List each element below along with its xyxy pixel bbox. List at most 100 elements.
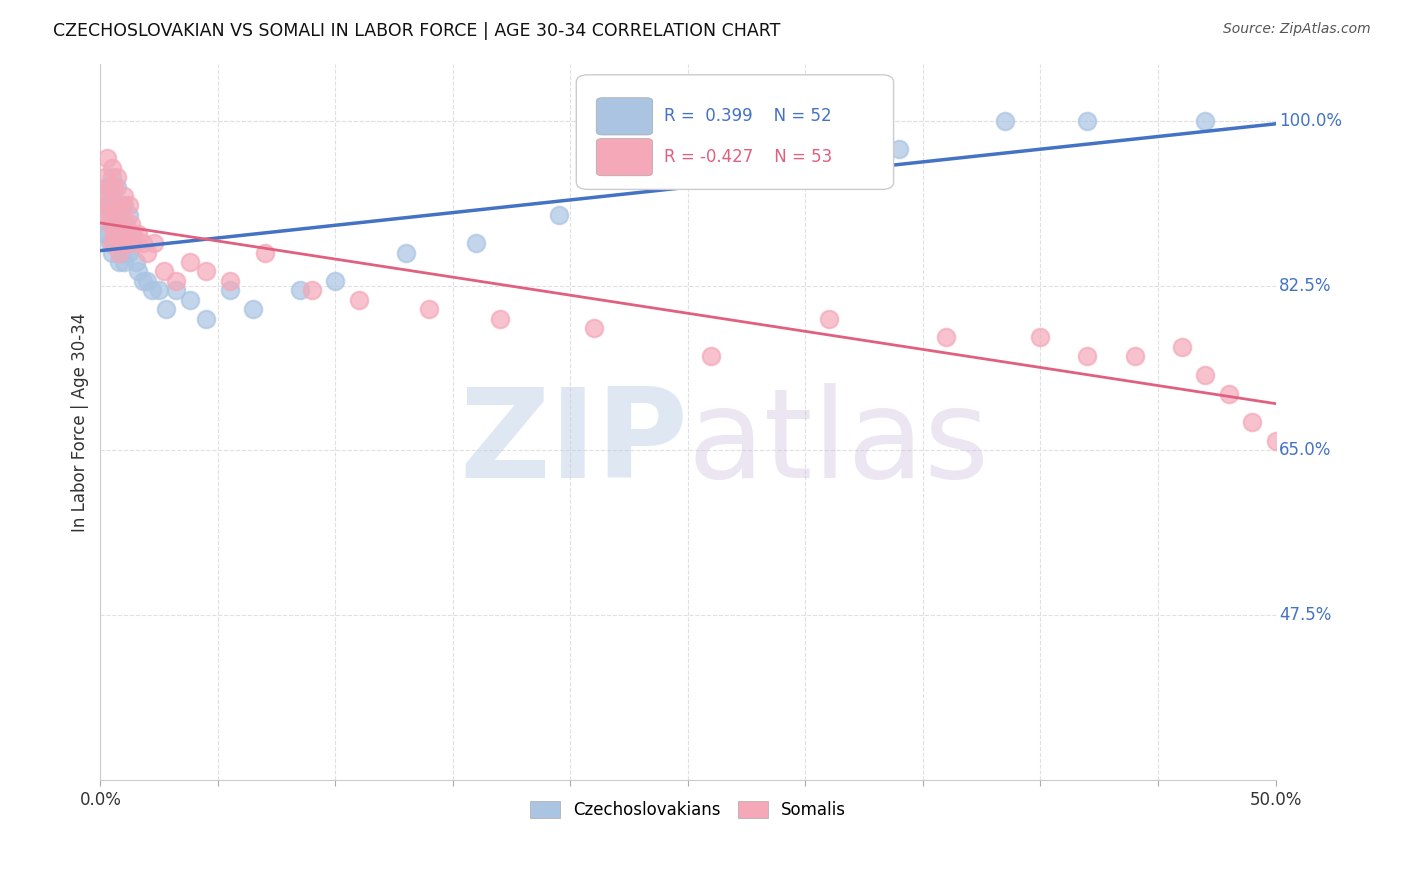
Point	[103, 236, 125, 251]
Text: Source: ZipAtlas.com: Source: ZipAtlas.com	[1223, 22, 1371, 37]
Point	[105, 236, 128, 251]
Point	[117, 245, 139, 260]
Point	[547, 208, 569, 222]
Point	[582, 321, 605, 335]
Point	[124, 236, 146, 251]
Point	[112, 255, 135, 269]
Point	[105, 170, 128, 185]
Text: ZIP: ZIP	[460, 384, 688, 504]
Point	[165, 283, 187, 297]
Point	[96, 227, 118, 241]
Point	[1170, 340, 1192, 354]
Point	[94, 227, 117, 241]
Point	[818, 311, 841, 326]
Point	[325, 274, 347, 288]
Point	[1076, 113, 1098, 128]
Point	[136, 274, 159, 288]
Text: CZECHOSLOVAKIAN VS SOMALI IN LABOR FORCE | AGE 30-34 CORRELATION CHART: CZECHOSLOVAKIAN VS SOMALI IN LABOR FORCE…	[53, 22, 780, 40]
Point	[101, 236, 124, 251]
Text: R =  0.399    N = 52: R = 0.399 N = 52	[665, 107, 832, 126]
FancyBboxPatch shape	[596, 138, 652, 176]
Point	[101, 208, 124, 222]
Point	[1240, 415, 1263, 429]
Point	[96, 179, 118, 194]
Point	[98, 179, 121, 194]
Point	[105, 198, 128, 212]
Point	[395, 245, 418, 260]
Point	[115, 217, 138, 231]
Text: 65.0%: 65.0%	[1279, 442, 1331, 459]
Point	[418, 302, 440, 317]
Point	[155, 302, 177, 317]
Point	[103, 179, 125, 194]
Point	[110, 198, 132, 212]
Point	[108, 255, 131, 269]
Point	[489, 311, 512, 326]
Point	[288, 283, 311, 297]
Legend: Czechoslovakians, Somalis: Czechoslovakians, Somalis	[523, 794, 852, 826]
FancyBboxPatch shape	[576, 75, 894, 189]
Point	[242, 302, 264, 317]
Point	[108, 208, 131, 222]
Point	[770, 161, 793, 175]
Point	[218, 283, 240, 297]
Point	[195, 264, 218, 278]
Text: 82.5%: 82.5%	[1279, 277, 1331, 294]
Point	[94, 170, 117, 185]
Point	[117, 208, 139, 222]
FancyBboxPatch shape	[596, 98, 652, 135]
Point	[117, 236, 139, 251]
Point	[112, 189, 135, 203]
Point	[117, 198, 139, 212]
Point	[112, 227, 135, 241]
Point	[935, 330, 957, 344]
Point	[96, 208, 118, 222]
Point	[1123, 349, 1146, 363]
Point	[1264, 434, 1286, 448]
Point	[1194, 368, 1216, 382]
Point	[179, 255, 201, 269]
Point	[120, 217, 142, 231]
Text: 100.0%: 100.0%	[1279, 112, 1343, 129]
Y-axis label: In Labor Force | Age 30-34: In Labor Force | Age 30-34	[72, 312, 89, 532]
Point	[98, 198, 121, 212]
Point	[94, 208, 117, 222]
Point	[253, 245, 276, 260]
Point	[301, 283, 323, 297]
Point	[1076, 349, 1098, 363]
Point	[218, 274, 240, 288]
Point	[1218, 387, 1240, 401]
Point	[108, 245, 131, 260]
Point	[465, 236, 488, 251]
Point	[101, 170, 124, 185]
Point	[127, 227, 149, 241]
Point	[120, 227, 142, 241]
Point	[115, 236, 138, 251]
Point	[131, 236, 153, 251]
Point	[103, 217, 125, 231]
Point	[124, 255, 146, 269]
Point	[108, 208, 131, 222]
Point	[96, 151, 118, 165]
Point	[98, 236, 121, 251]
Point	[110, 245, 132, 260]
Point	[105, 227, 128, 241]
Point	[148, 283, 170, 297]
Point	[889, 142, 911, 156]
Text: 47.5%: 47.5%	[1279, 607, 1331, 624]
Point	[101, 161, 124, 175]
Point	[1194, 113, 1216, 128]
Point	[91, 189, 114, 203]
Point	[108, 236, 131, 251]
Point	[98, 217, 121, 231]
Point	[131, 274, 153, 288]
Point	[94, 198, 117, 212]
Point	[1029, 330, 1052, 344]
Text: atlas: atlas	[688, 384, 990, 504]
Point	[105, 179, 128, 194]
Point	[654, 161, 676, 175]
Point	[110, 227, 132, 241]
Point	[143, 236, 166, 251]
Point	[110, 217, 132, 231]
Point	[153, 264, 176, 278]
